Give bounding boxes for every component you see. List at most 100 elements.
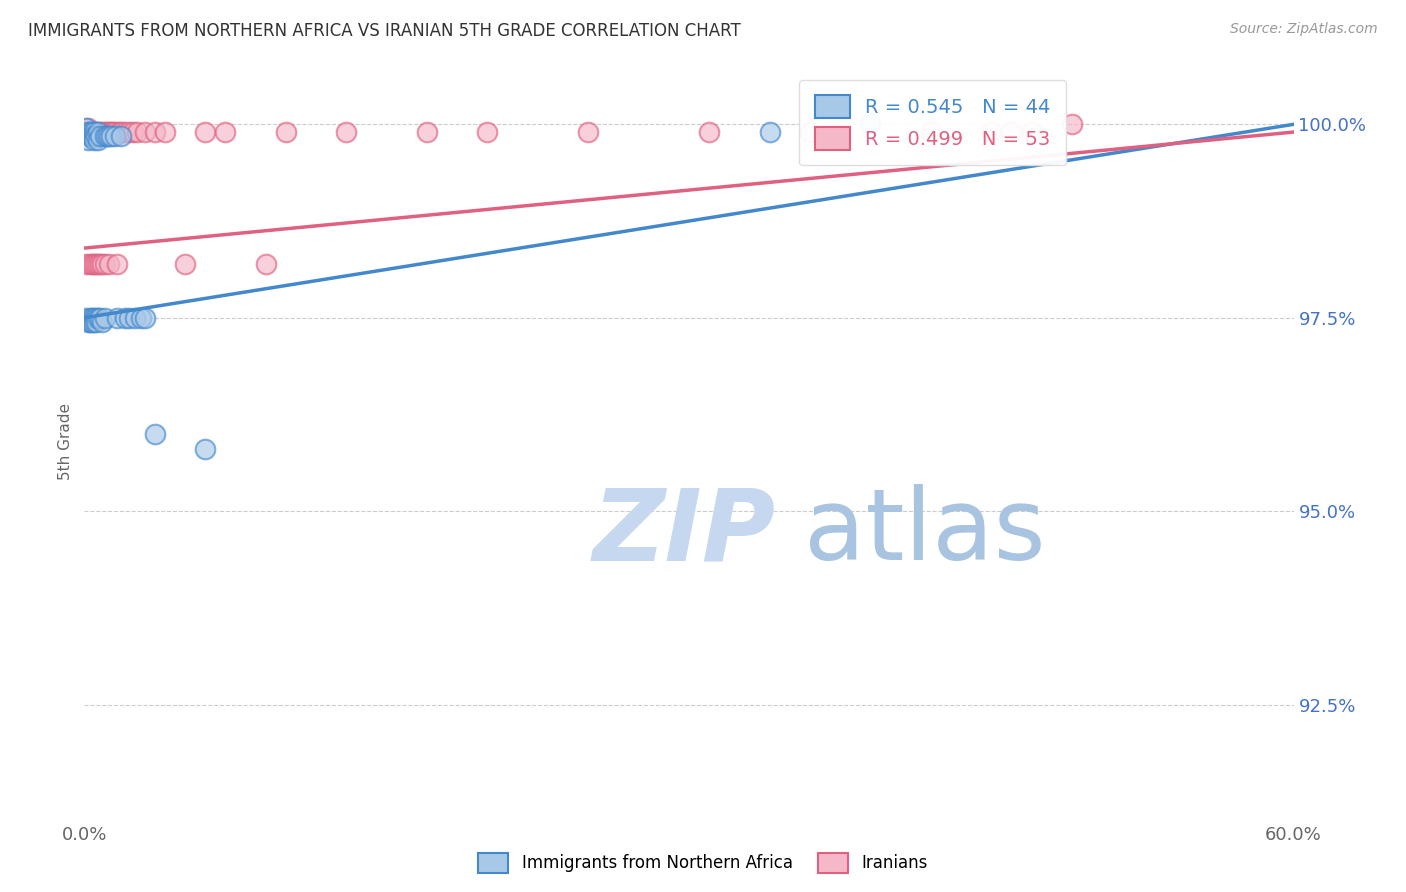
Legend: Immigrants from Northern Africa, Iranians: Immigrants from Northern Africa, Iranian… (472, 847, 934, 880)
Point (799, 125, 821, 139)
Point (118, 310, 141, 325)
Point (1000, 125, 1022, 139)
Point (83, 315, 105, 329)
Point (89, 310, 111, 325)
Point (77, 133, 100, 147)
Point (75, 257, 97, 271)
Point (83, 125, 105, 139)
Point (101, 125, 124, 139)
Point (79, 125, 101, 139)
Point (77, 315, 100, 329)
Point (477, 125, 499, 139)
Point (1021, 125, 1043, 139)
Point (93, 257, 115, 271)
Point (107, 125, 129, 139)
Point (82, 315, 104, 329)
Text: atlas: atlas (804, 484, 1046, 581)
Point (89, 128, 111, 143)
Point (87, 310, 110, 325)
Point (125, 125, 148, 139)
Point (859, 117, 882, 131)
Point (79, 257, 101, 271)
Point (91, 125, 114, 139)
Point (97, 125, 120, 139)
Point (129, 310, 152, 325)
Point (89, 257, 111, 271)
Point (143, 426, 166, 441)
Point (83, 310, 105, 325)
Point (77, 121, 100, 136)
Point (93, 125, 115, 139)
Point (77, 125, 100, 139)
Text: ZIP: ZIP (592, 484, 775, 581)
Point (79, 315, 101, 329)
Point (82, 128, 104, 143)
Y-axis label: 5th Grade: 5th Grade (58, 403, 73, 480)
Point (920, 125, 942, 139)
Point (83, 125, 105, 139)
Point (980, 125, 1002, 139)
Point (97, 257, 120, 271)
Point (83, 257, 105, 271)
Point (110, 128, 132, 143)
Point (93, 310, 115, 325)
Point (79, 128, 101, 143)
Point (83, 128, 105, 143)
Point (214, 125, 236, 139)
Point (79, 125, 101, 139)
Point (87, 257, 110, 271)
Point (143, 125, 166, 139)
Point (416, 125, 439, 139)
Point (576, 125, 599, 139)
Point (91, 257, 114, 271)
Point (96, 125, 118, 139)
Point (82, 310, 104, 325)
Point (134, 125, 156, 139)
Point (97, 128, 120, 143)
Point (86, 310, 108, 325)
Point (91, 315, 114, 329)
Legend: R = 0.545   N = 44, R = 0.499   N = 53: R = 0.545 N = 44, R = 0.499 N = 53 (799, 79, 1066, 166)
Point (87, 133, 110, 147)
Point (254, 257, 277, 271)
Point (100, 125, 122, 139)
Point (105, 310, 128, 325)
Point (1060, 117, 1083, 131)
Point (93, 128, 115, 143)
Point (75, 121, 97, 136)
Point (96, 128, 118, 143)
Point (77, 125, 100, 139)
Point (124, 310, 146, 325)
Point (758, 125, 780, 139)
Point (104, 128, 127, 143)
Point (86, 315, 108, 329)
Point (86, 125, 108, 139)
Point (100, 128, 122, 143)
Point (118, 125, 141, 139)
Point (134, 310, 156, 325)
Text: IMMIGRANTS FROM NORTHERN AFRICA VS IRANIAN 5TH GRADE CORRELATION CHART: IMMIGRANTS FROM NORTHERN AFRICA VS IRANI… (28, 22, 741, 40)
Point (87, 125, 110, 139)
Point (105, 257, 128, 271)
Point (86, 257, 108, 271)
Text: Source: ZipAtlas.com: Source: ZipAtlas.com (1230, 22, 1378, 37)
Point (82, 125, 104, 139)
Point (89, 125, 111, 139)
Point (86, 128, 108, 143)
Point (174, 257, 197, 271)
Point (110, 125, 132, 139)
Point (153, 125, 176, 139)
Point (75, 125, 97, 139)
Point (82, 257, 104, 271)
Point (114, 310, 136, 325)
Point (82, 125, 104, 139)
Point (79, 310, 101, 325)
Point (335, 125, 357, 139)
Point (194, 125, 217, 139)
Point (75, 310, 97, 325)
Point (194, 442, 217, 457)
Point (104, 125, 127, 139)
Point (121, 125, 143, 139)
Point (114, 125, 136, 139)
Point (697, 125, 720, 139)
